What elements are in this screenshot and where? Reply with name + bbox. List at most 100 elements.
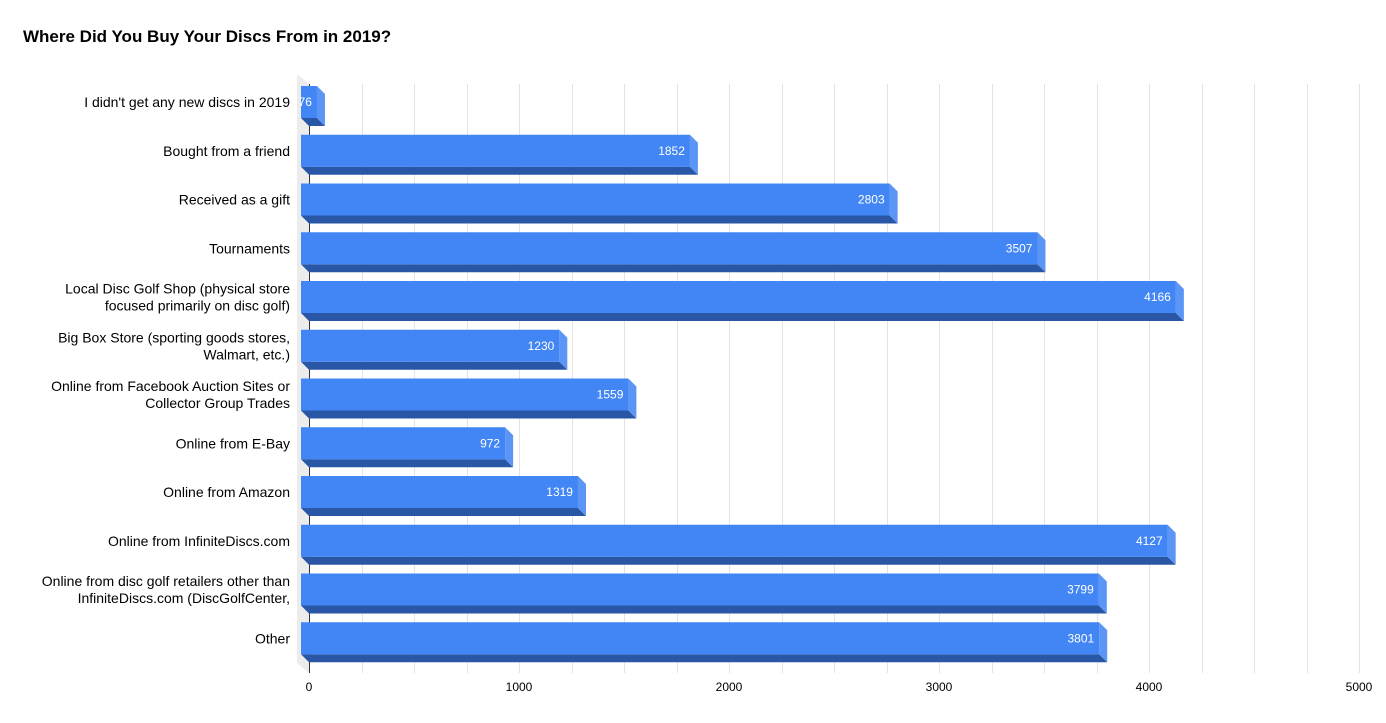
bar-11: 3799 xyxy=(301,573,1107,614)
bar-side-face xyxy=(559,329,568,370)
bar-front-face xyxy=(301,427,506,460)
bar-data-label: 1319 xyxy=(546,485,573,499)
bar-5: 4166 xyxy=(301,281,1184,321)
bar-side-face xyxy=(1099,622,1108,663)
chart-wall xyxy=(297,74,309,673)
category-labels: I didn't get any new discs in 2019 Bought… xyxy=(42,94,291,646)
category-label: I didn't get any new discs in 2019 xyxy=(84,94,290,110)
bar-bottom-face xyxy=(301,166,698,175)
bar-front-face xyxy=(301,232,1038,265)
bar-side-face xyxy=(505,427,514,468)
x-tick-label: 1000 xyxy=(506,680,533,694)
bar-bottom-face xyxy=(301,459,514,468)
bar-data-label: 1559 xyxy=(597,388,624,402)
bar-bottom-face xyxy=(301,313,1184,321)
category-label: Online from Facebook Auction Sites or Col… xyxy=(51,378,290,411)
chart-back-wall xyxy=(297,74,309,673)
bar-8: 972 xyxy=(301,427,514,468)
bar-2: 1852 xyxy=(301,134,698,175)
bar-bottom-face xyxy=(301,410,637,419)
category-label: Online from disc golf retailers other th… xyxy=(42,573,290,606)
category-label-line: Tournaments xyxy=(209,240,290,256)
bar-data-label: 2803 xyxy=(858,193,885,207)
bar-3: 2803 xyxy=(301,183,898,224)
category-label-line: Online from E-Bay xyxy=(176,435,290,451)
bar-side-face xyxy=(1175,281,1184,321)
category-label: Online from InfiniteDiscs.com xyxy=(108,533,290,549)
bar-front-face xyxy=(301,476,578,508)
bar-front-face xyxy=(301,329,560,362)
bar-side-face xyxy=(577,476,586,516)
category-label-line: Walmart, etc.) xyxy=(203,346,290,362)
bar-side-face xyxy=(1098,573,1107,614)
bars: 76 1852 2803 3507 4166 1230 1559 972 1319 4127 379… xyxy=(299,86,1184,663)
bar-data-label: 3507 xyxy=(1006,241,1033,255)
bar-data-label: 1230 xyxy=(528,339,555,353)
bar-data-label: 1852 xyxy=(658,144,685,158)
x-tick-label: 5000 xyxy=(1346,680,1373,694)
x-axis-tick-labels: 0 1000 2000 3000 4000 5000 xyxy=(306,680,1373,694)
category-label-line: Online from Facebook Auction Sites or xyxy=(51,378,290,394)
chart-title: Where Did You Buy Your Discs From in 201… xyxy=(23,27,392,46)
bar-bottom-face xyxy=(301,605,1107,614)
bar-side-face xyxy=(1167,524,1176,565)
category-label-line: Big Box Store (sporting goods stores, xyxy=(58,329,290,345)
bar-data-label: 3801 xyxy=(1068,631,1095,645)
bar-bottom-face xyxy=(301,215,898,224)
category-label: Big Box Store (sporting goods stores, Wal… xyxy=(58,329,290,362)
bar-4: 3507 xyxy=(301,232,1046,273)
bar-bottom-face xyxy=(301,654,1108,663)
bar-bottom-face xyxy=(301,118,325,126)
category-label-line: I didn't get any new discs in 2019 xyxy=(84,94,290,110)
category-label: Received as a gift xyxy=(179,192,290,208)
category-label-line: Online from disc golf retailers other th… xyxy=(42,573,290,589)
category-label: Other xyxy=(255,630,290,646)
x-tick-label: 3000 xyxy=(926,680,953,694)
bar-data-label: 972 xyxy=(480,436,500,450)
category-label-line: Local Disc Golf Shop (physical store xyxy=(65,281,290,297)
x-tick-label: 0 xyxy=(306,680,313,694)
category-label-line: InfiniteDiscs.com (DiscGolfCenter, xyxy=(78,590,290,606)
bar-front-face xyxy=(301,573,1099,606)
bar-bottom-face xyxy=(301,264,1046,273)
bar-front-face xyxy=(301,378,629,411)
bar-bottom-face xyxy=(301,556,1176,565)
bar-front-face xyxy=(301,281,1176,313)
bar-side-face xyxy=(1037,232,1046,273)
bar-bottom-face xyxy=(301,508,586,516)
bar-front-face xyxy=(301,622,1100,655)
category-label-line: Bought from a friend xyxy=(163,143,290,159)
bar-front-face xyxy=(301,86,317,118)
bar-12: 3801 xyxy=(301,622,1108,663)
bar-1: 76 xyxy=(299,86,325,126)
category-label-line: Other xyxy=(255,630,290,646)
bar-side-face xyxy=(689,134,698,175)
category-label: Tournaments xyxy=(209,240,290,256)
category-label-line: focused primarily on disc golf) xyxy=(105,298,290,314)
category-label-line: Online from InfiniteDiscs.com xyxy=(108,533,290,549)
bar-data-label: 4127 xyxy=(1136,534,1163,548)
bar-front-face xyxy=(301,183,890,216)
category-label: Online from Amazon xyxy=(163,484,290,500)
bar-side-face xyxy=(316,86,325,126)
x-tick-label: 4000 xyxy=(1136,680,1163,694)
bar-data-label: 3799 xyxy=(1067,583,1094,597)
bar-10: 4127 xyxy=(301,524,1176,565)
bar-6: 1230 xyxy=(301,329,568,370)
bar-side-face xyxy=(628,378,637,419)
bar-7: 1559 xyxy=(301,378,637,419)
category-label-line: Collector Group Trades xyxy=(145,395,290,411)
category-label-line: Received as a gift xyxy=(179,192,290,208)
bar-data-label: 4166 xyxy=(1144,290,1171,304)
bar-bottom-face xyxy=(301,361,568,370)
bar-front-face xyxy=(301,134,690,167)
bar-side-face xyxy=(889,183,898,224)
category-label: Online from E-Bay xyxy=(176,435,290,451)
category-label: Bought from a friend xyxy=(163,143,290,159)
category-label: Local Disc Golf Shop (physical store focu… xyxy=(65,281,290,314)
x-tick-label: 2000 xyxy=(716,680,743,694)
bar-front-face xyxy=(301,524,1168,557)
bar-data-label: 76 xyxy=(299,95,313,109)
bar-9: 1319 xyxy=(301,476,586,516)
